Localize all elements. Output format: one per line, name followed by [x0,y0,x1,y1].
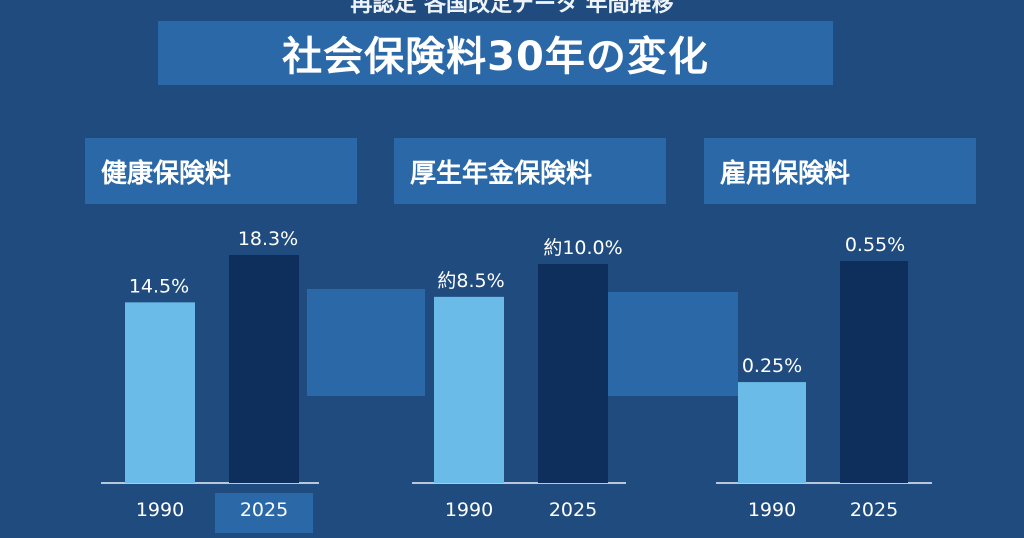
bar-1-2025 [538,264,608,483]
year-highlight-box [215,493,313,533]
panel-title-pension: 厚生年金保険料 [410,158,593,189]
panel-header-health: 健康保険料 [85,138,357,204]
data-label-2-1990: 0.25% [742,355,802,377]
top-cut-text: 再認定 各国改定データ 年間推移 [350,0,674,17]
panel-title-health: 健康保険料 [101,158,232,189]
data-label-0-2025: 18.3% [238,228,298,250]
data-label-1-1990: 約8.5% [437,270,504,292]
bar-0-2025 [229,255,299,483]
data-label-2-2025: 0.55% [845,234,905,256]
panel-header-employment: 雇用保険料 [704,138,976,204]
bar-2-1990 [738,382,806,483]
data-label-1-2025: 約10.0% [543,237,622,259]
connector-box-1 [307,289,425,396]
data-label-0-1990: 14.5% [129,275,189,297]
tick-label-1-1990: 1990 [445,499,493,521]
tick-label-2-2025: 2025 [850,499,898,521]
connector-box-2 [608,292,738,396]
tick-label-0-2025: 2025 [240,499,288,521]
tick-label-1-2025: 2025 [549,499,597,521]
panel-title-employment: 雇用保険料 [720,158,851,189]
page-title: 社会保険料30年の変化 [282,34,709,80]
bar-0-1990 [125,302,195,483]
title-banner: 社会保険料30年の変化 [158,21,833,85]
bar-2-2025 [840,261,908,483]
bar-1-1990 [434,296,504,483]
panel-header-pension: 厚生年金保険料 [394,138,666,204]
tick-label-0-1990: 1990 [136,499,184,521]
tick-label-2-1990: 1990 [748,499,796,521]
